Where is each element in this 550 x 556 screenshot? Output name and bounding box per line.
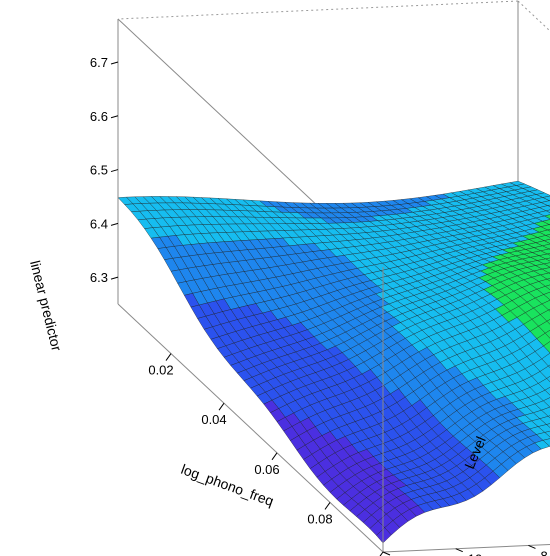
surface-facet bbox=[546, 423, 550, 428]
surface-facet bbox=[544, 387, 550, 396]
surface-facet bbox=[545, 257, 550, 262]
x-axis-tick-label: 0.04 bbox=[201, 412, 226, 427]
surface-facet bbox=[543, 341, 550, 354]
y-axis-tick-label: 8 bbox=[540, 548, 547, 556]
z-axis-tick bbox=[110, 115, 119, 119]
x-axis-tick bbox=[271, 452, 278, 461]
y-axis-tick bbox=[382, 551, 391, 556]
y-axis-tick bbox=[528, 544, 536, 549]
surface-facet bbox=[545, 234, 550, 238]
x-axis-tick bbox=[324, 502, 331, 510]
z-axis-tick-label: 6.6 bbox=[90, 109, 108, 124]
x-axis-tick-label: 0.02 bbox=[148, 363, 173, 378]
surface-facet bbox=[545, 209, 550, 213]
x-axis-tick bbox=[218, 402, 225, 411]
z-axis-tick-label: 6.3 bbox=[90, 270, 108, 285]
surface-facet bbox=[544, 430, 550, 438]
surface-facet bbox=[546, 376, 550, 383]
x-axis-tick-label: 0.06 bbox=[254, 462, 279, 477]
surface-facet bbox=[545, 284, 550, 291]
box-edge bbox=[117, 0, 519, 20]
y-axis-tick-label: 10 bbox=[468, 552, 482, 556]
z-axis-tick-label: 6.4 bbox=[90, 216, 108, 231]
z-axis-title: linear predictor bbox=[27, 259, 65, 353]
x-axis-tick bbox=[165, 353, 172, 361]
surface-facet bbox=[544, 329, 550, 339]
surface-facet bbox=[543, 291, 550, 301]
surface-facet bbox=[543, 239, 550, 244]
z-axis-tick-label: 6.7 bbox=[90, 55, 108, 70]
z-axis-tick-label: 6.5 bbox=[90, 163, 108, 178]
z-axis-tick bbox=[110, 61, 119, 65]
y-axis-tick bbox=[455, 548, 463, 553]
x-axis-tick bbox=[379, 551, 384, 556]
plot-box-front bbox=[117, 19, 550, 553]
z-axis-tick bbox=[110, 222, 119, 226]
surface-facet bbox=[543, 214, 550, 220]
z-axis-tick bbox=[110, 276, 119, 280]
surface-mesh bbox=[117, 180, 550, 544]
box-edge bbox=[117, 303, 384, 553]
box-edge bbox=[382, 543, 550, 553]
surface-facet bbox=[543, 262, 550, 268]
x-axis-tick-label: 0.08 bbox=[307, 511, 332, 526]
z-axis-tick bbox=[110, 169, 119, 173]
